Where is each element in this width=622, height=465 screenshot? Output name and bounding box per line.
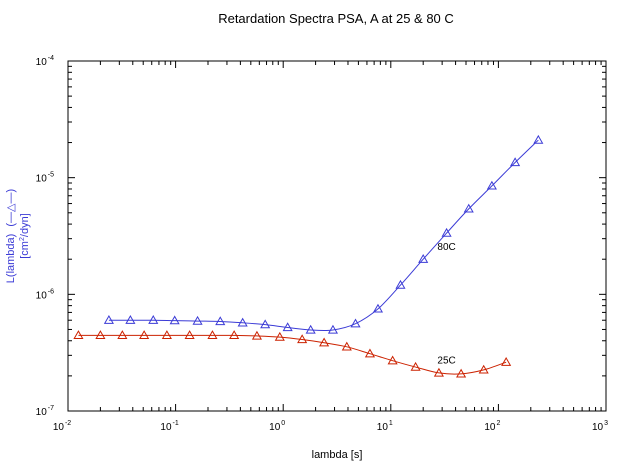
x-tick-label: 100	[269, 420, 285, 433]
series-layer: 80C 25C	[73, 134, 544, 378]
y-tick-label: 10-5	[36, 172, 54, 185]
y-axis-label-line1: L(lambda)	[5, 234, 17, 284]
series-80C	[103, 134, 544, 334]
series-25C	[73, 330, 512, 378]
svg-text:L(lambda) (—△—): L(lambda) (—△—)	[5, 189, 17, 283]
data-point-triangle	[274, 331, 285, 341]
y-tick-label: 10-7	[36, 405, 54, 418]
data-point-triangle	[125, 315, 136, 324]
y-axis-label-line2-prefix: [cm	[19, 241, 31, 259]
data-point-triangle	[148, 315, 159, 324]
chart-title: Retardation Spectra PSA, A at 25 & 80 C	[218, 11, 454, 26]
data-point-triangle	[229, 330, 240, 340]
y-tick-label: 10-4	[36, 55, 54, 68]
data-point-triangle	[319, 337, 330, 347]
data-point-triangle	[305, 324, 316, 334]
y-axis-label-line2-sup: 2	[19, 237, 26, 241]
data-point-triangle	[350, 318, 361, 328]
data-point-triangle	[372, 303, 384, 313]
data-point-triangle	[433, 367, 444, 377]
data-point-triangle	[73, 330, 84, 340]
x-tick-label: 10-1	[160, 420, 178, 433]
svg-text:[cm2/dyn]: [cm2/dyn]	[19, 213, 31, 259]
series-label-25C: 25C	[437, 356, 455, 367]
data-point-triangle	[501, 356, 512, 366]
data-point-triangle	[418, 254, 429, 263]
y-axis-label-line2-suffix: /dyn]	[19, 213, 31, 237]
data-point-triangle	[478, 364, 489, 374]
y-axis-label: L(lambda) (—△—) [cm2/dyn]	[5, 189, 31, 283]
data-point-triangle	[441, 227, 452, 237]
data-point-triangle	[192, 315, 203, 325]
data-point-triangle	[251, 330, 262, 340]
data-point-triangle	[207, 330, 218, 340]
data-point-triangle	[410, 361, 421, 371]
x-tick-label: 102	[484, 420, 500, 433]
data-point-triangle	[341, 341, 352, 351]
data-point-triangle	[103, 315, 114, 324]
x-tick-label: 103	[592, 420, 608, 433]
x-axis-label: lambda [s]	[312, 449, 363, 461]
data-point-triangle	[533, 134, 544, 144]
data-point-triangle	[184, 330, 195, 340]
data-point-triangle	[463, 203, 474, 213]
data-point-triangle	[237, 317, 248, 327]
data-point-triangle	[282, 322, 293, 332]
axis-tick-labels: 10-2 10-1 100 101 102 103 10-7 10-6 10-5 10-4	[36, 55, 608, 433]
x-tick-label: 101	[377, 420, 393, 433]
x-tick-label: 10-2	[53, 420, 71, 433]
data-point-triangle	[260, 319, 271, 329]
data-point-triangle	[139, 330, 150, 340]
data-point-triangle	[456, 368, 467, 378]
data-point-triangle	[161, 330, 172, 340]
data-point-triangle	[327, 324, 339, 334]
series-label-80C: 80C	[437, 242, 455, 253]
data-point-triangle	[297, 334, 308, 344]
data-point-triangle	[486, 180, 497, 190]
axis-ticks	[67, 60, 607, 412]
data-point-triangle	[169, 315, 180, 325]
data-point-triangle	[510, 157, 521, 167]
plot-frame	[67, 60, 607, 412]
data-point-triangle	[215, 316, 226, 326]
series-line	[108, 139, 539, 332]
y-tick-label: 10-6	[36, 288, 54, 301]
data-point-triangle	[95, 330, 106, 340]
data-point-triangle	[117, 330, 128, 340]
data-point-triangle	[395, 279, 406, 289]
data-point-triangle	[387, 355, 398, 365]
data-point-triangle	[364, 348, 376, 358]
